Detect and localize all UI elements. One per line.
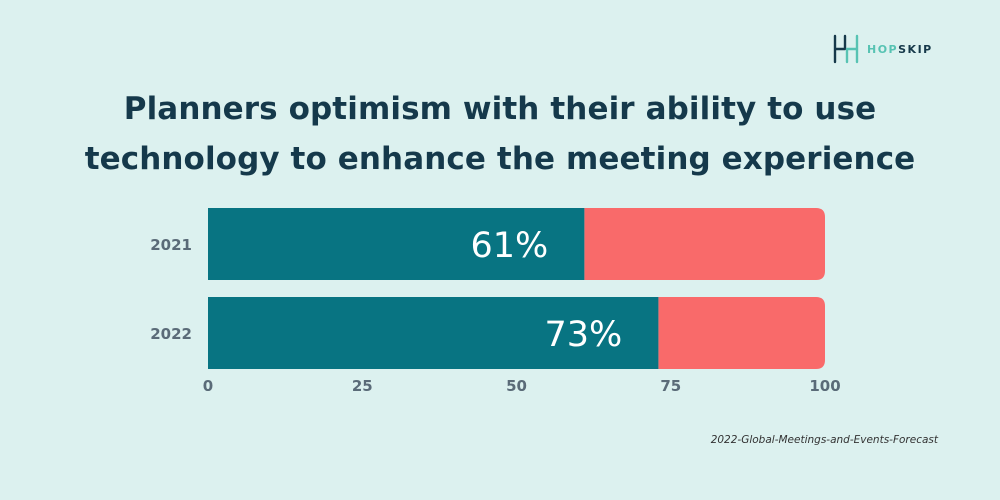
logo-wordmark: HOPSKIP <box>867 43 933 56</box>
hopskip-logo: HOPSKIP <box>832 34 933 64</box>
x-tick-label-75: 75 <box>660 377 681 395</box>
x-tick-label-100: 100 <box>809 377 840 395</box>
logo-text-skip: SKIP <box>898 42 933 56</box>
chart-title: Planners optimism with their ability to … <box>0 84 1000 184</box>
logo-text-hop: HOP <box>867 42 899 56</box>
source-note: 2022-Global-Meetings-and-Events-Forecast <box>710 434 938 446</box>
bar-remainder-2021 <box>584 208 825 280</box>
bar-remainder-2022 <box>658 297 825 369</box>
category-label-2022: 2022 <box>150 325 192 343</box>
category-label-2021: 2021 <box>150 236 192 254</box>
bar-value-label-2021: 61% <box>470 226 548 266</box>
x-tick-label-50: 50 <box>506 377 527 395</box>
x-tick-label-25: 25 <box>352 377 373 395</box>
bar-value-label-2022: 73% <box>545 315 623 355</box>
x-tick-label-0: 0 <box>203 377 213 395</box>
hopskip-logo-icon <box>833 34 859 64</box>
bar-primary-2022 <box>208 297 659 369</box>
chart-title-line-2: technology to enhance the meeting experi… <box>84 141 916 177</box>
chart-title-line-1: Planners optimism with their ability to … <box>123 91 877 127</box>
bar-primary-2021 <box>208 208 585 280</box>
